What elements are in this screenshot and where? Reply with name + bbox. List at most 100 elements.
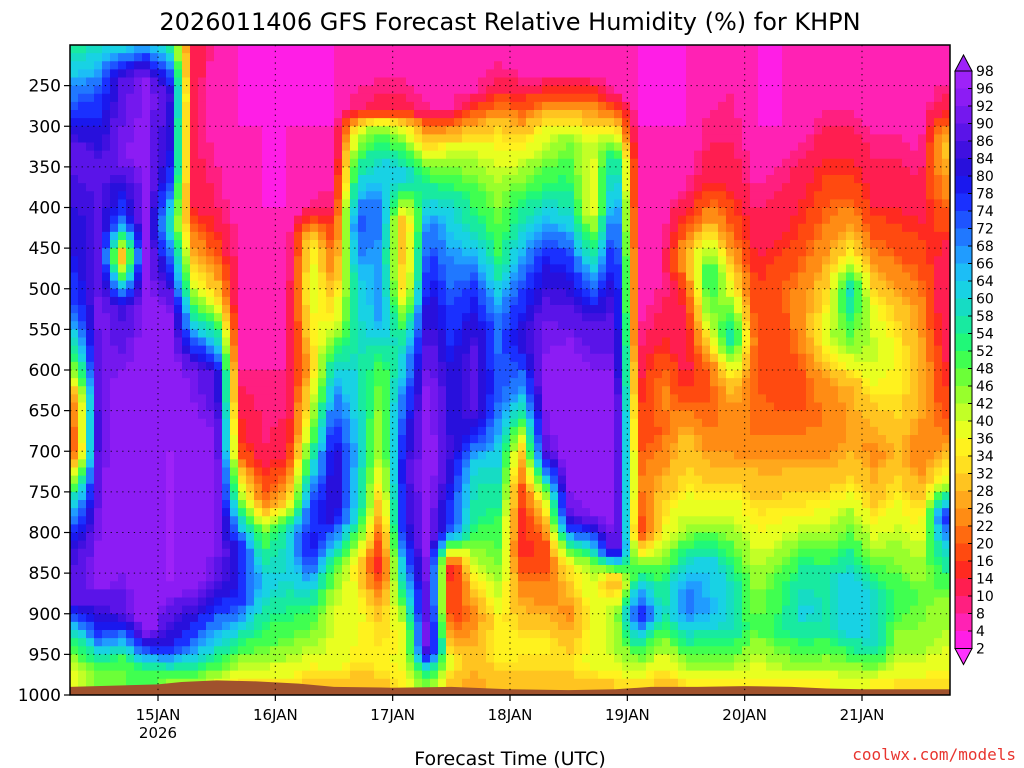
- heatmap-cell: [118, 240, 127, 249]
- heatmap-cell: [278, 280, 287, 290]
- heatmap-cell: [150, 378, 159, 387]
- heatmap-cell: [190, 85, 199, 95]
- heatmap-cell: [390, 540, 399, 550]
- heatmap-cell: [454, 540, 463, 550]
- heatmap-cell: [542, 581, 551, 590]
- heatmap-cell: [510, 394, 519, 404]
- heatmap-cell: [334, 288, 343, 298]
- heatmap-cell: [334, 451, 343, 460]
- heatmap-cell: [230, 475, 239, 485]
- heatmap-cell: [78, 126, 87, 135]
- heatmap-cell: [446, 500, 455, 509]
- heatmap-cell: [510, 69, 519, 79]
- heatmap-cell: [182, 540, 191, 550]
- heatmap-cell: [358, 231, 367, 241]
- heatmap-cell: [110, 223, 119, 233]
- heatmap-cell: [286, 313, 295, 322]
- heatmap-cell: [110, 418, 119, 428]
- heatmap-cell: [134, 361, 143, 371]
- heatmap-cell: [414, 118, 423, 127]
- heatmap-cell: [182, 345, 191, 355]
- heatmap-cell: [158, 581, 167, 590]
- heatmap-cell: [174, 199, 183, 209]
- heatmap-cell: [302, 459, 311, 469]
- heatmap-cell: [270, 329, 279, 339]
- heatmap-cell: [174, 183, 183, 192]
- heatmap-cell: [78, 215, 87, 225]
- heatmap-cell: [406, 191, 415, 200]
- heatmap-cell: [318, 500, 327, 509]
- heatmap-cell: [78, 361, 87, 371]
- heatmap-cell: [366, 426, 375, 436]
- heatmap-cell: [126, 443, 135, 452]
- heatmap-cell: [118, 402, 127, 412]
- heatmap-cell: [318, 110, 327, 119]
- heatmap-cell: [134, 418, 143, 428]
- heatmap-cell: [174, 61, 183, 70]
- heatmap-cell: [302, 646, 311, 655]
- heatmap-cell: [550, 605, 559, 615]
- heatmap-cell: [542, 77, 551, 87]
- heatmap-cell: [166, 532, 175, 542]
- heatmap-cell: [446, 556, 455, 566]
- heatmap-cell: [310, 353, 319, 363]
- heatmap-cell: [350, 248, 359, 257]
- heatmap-cell: [558, 183, 567, 192]
- heatmap-cell: [286, 45, 295, 54]
- heatmap-cell: [470, 313, 479, 322]
- heatmap-cell: [270, 93, 279, 103]
- heatmap-cell: [246, 361, 255, 371]
- heatmap-cell: [486, 378, 495, 387]
- heatmap-cell: [126, 321, 135, 330]
- heatmap-cell: [134, 451, 143, 460]
- heatmap-cell: [334, 215, 343, 225]
- heatmap-cell: [414, 215, 423, 225]
- heatmap-cell: [334, 516, 343, 525]
- heatmap-cell: [478, 491, 487, 501]
- heatmap-cell: [214, 621, 223, 631]
- heatmap-cell: [510, 288, 519, 298]
- heatmap-cell: [174, 223, 183, 233]
- heatmap-cell: [534, 142, 543, 152]
- heatmap-cell: [358, 394, 367, 404]
- heatmap-cell: [494, 61, 503, 70]
- heatmap-cell: [446, 61, 455, 70]
- heatmap-cell: [550, 638, 559, 647]
- heatmap-cell: [182, 467, 191, 477]
- heatmap-cell: [206, 150, 215, 160]
- heatmap-cell: [270, 483, 279, 493]
- heatmap-cell: [246, 524, 255, 534]
- heatmap-cell: [310, 240, 319, 249]
- heatmap-cell: [462, 199, 471, 209]
- heatmap-cell: [414, 110, 423, 119]
- heatmap-cell: [366, 662, 375, 672]
- heatmap-cell: [318, 573, 327, 582]
- heatmap-cell: [534, 337, 543, 347]
- heatmap-cell: [182, 142, 191, 152]
- heatmap-cell: [542, 491, 551, 501]
- heatmap-cell: [462, 491, 471, 501]
- heatmap-cell: [454, 223, 463, 233]
- heatmap-cell: [510, 678, 519, 688]
- heatmap-cell: [478, 556, 487, 566]
- heatmap-cell: [358, 402, 367, 412]
- heatmap-cell: [326, 183, 335, 192]
- heatmap-cell: [142, 45, 151, 54]
- heatmap-cell: [238, 516, 247, 525]
- heatmap-cell: [494, 329, 503, 339]
- heatmap-cell: [134, 280, 143, 290]
- heatmap-cell: [262, 573, 271, 582]
- heatmap-cell: [158, 361, 167, 371]
- heatmap-cell: [382, 264, 391, 274]
- heatmap-cell: [422, 61, 431, 70]
- heatmap-cell: [438, 426, 447, 436]
- heatmap-cell: [278, 475, 287, 485]
- heatmap-cell: [206, 272, 215, 282]
- heatmap-cell: [558, 256, 567, 265]
- heatmap-cell: [110, 556, 119, 566]
- heatmap-cell: [166, 394, 175, 404]
- heatmap-cell: [550, 361, 559, 371]
- heatmap-cell: [206, 548, 215, 558]
- heatmap-cell: [198, 467, 207, 477]
- heatmap-cell: [294, 662, 303, 672]
